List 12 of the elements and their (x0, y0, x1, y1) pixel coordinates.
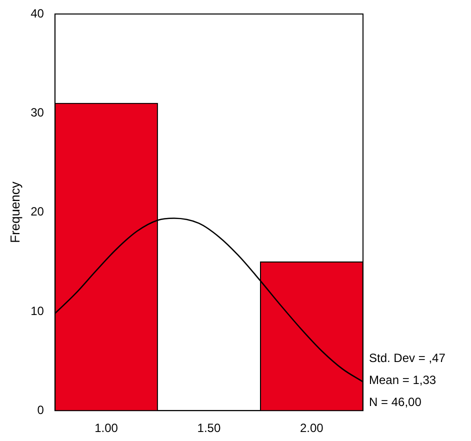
x-tick-label: 2.00 (300, 421, 324, 436)
y-tick-label: 30 (30, 105, 44, 120)
y-axis-title: Frequency (7, 181, 22, 244)
text: Std. Dev = ,47 (369, 350, 446, 365)
x-tick-label: 1.00 (94, 421, 118, 436)
y-tick-label: 0 (37, 402, 44, 417)
y-tick-label: 10 (30, 304, 44, 318)
x-tick-label: 1.50 (197, 421, 221, 436)
y-tick-label: 40 (30, 6, 44, 20)
y-tick-label: 20 (30, 204, 44, 219)
text: Mean = 1,33 (369, 372, 436, 387)
text: N = 46,00 (369, 394, 422, 409)
